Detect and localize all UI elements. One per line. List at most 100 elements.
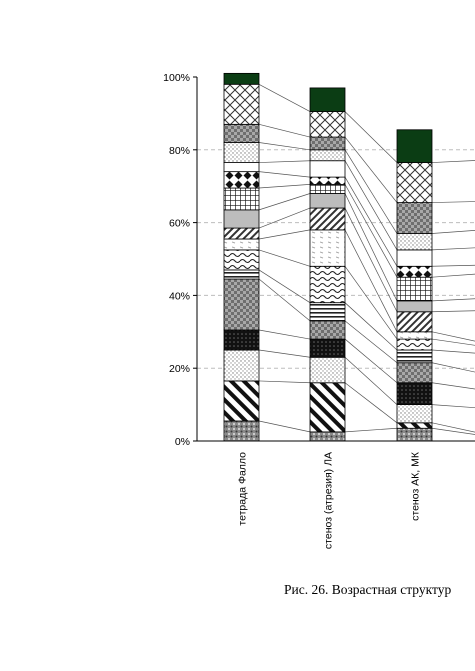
bar-segment	[396, 404, 433, 424]
series-connector	[258, 269, 311, 303]
bar-segment	[309, 431, 346, 442]
series-connector	[344, 193, 398, 302]
series-connector	[258, 349, 311, 358]
bar-segment	[223, 349, 260, 382]
bar-segment	[223, 72, 260, 85]
series-connector	[344, 207, 398, 312]
series-connector	[431, 362, 475, 373]
y-tick-label: 100%	[163, 72, 190, 84]
bar-segment	[223, 329, 260, 351]
series-connector	[344, 176, 398, 267]
series-connector	[258, 207, 311, 229]
bar-segment	[309, 356, 346, 384]
y-tick-label: 0%	[175, 436, 190, 448]
series-connector	[431, 201, 475, 203]
bar-segment	[309, 302, 346, 322]
y-tick-labels: 0% 20% 40% 60% 80% 100%	[163, 72, 190, 448]
bar-segment	[309, 136, 346, 151]
series-connector	[431, 247, 475, 251]
bar-segment	[223, 123, 260, 143]
series-connector	[344, 136, 398, 203]
bar-segment	[396, 276, 433, 302]
series-connector	[344, 229, 398, 332]
series-connector	[344, 149, 398, 234]
bar-segment	[396, 300, 433, 313]
series-connectors	[258, 83, 475, 435]
bar-segment	[396, 129, 433, 163]
bar-segment	[396, 338, 433, 351]
bar-segment	[396, 311, 433, 333]
bar-segment	[309, 338, 346, 358]
series-connector	[258, 380, 311, 384]
series-connector	[344, 338, 398, 384]
series-connector	[431, 349, 475, 354]
y-axis	[193, 76, 475, 442]
series-connector	[258, 83, 311, 112]
series-connector	[258, 160, 311, 163]
series-connector	[431, 264, 475, 267]
series-connector	[344, 266, 398, 340]
series-connector	[344, 184, 398, 278]
bar-segment	[396, 162, 433, 203]
y-tick-label: 40%	[169, 290, 190, 302]
bar-segment	[309, 111, 346, 138]
bar-segment	[309, 320, 346, 340]
series-connector	[431, 160, 475, 163]
series-connector	[431, 273, 475, 278]
bar-segment	[223, 142, 260, 163]
x-category-label: тетрада Фалло	[237, 452, 249, 526]
bar-segment	[223, 227, 260, 240]
series-connector	[344, 357, 398, 405]
bar-segment	[309, 149, 346, 162]
bars	[223, 72, 433, 442]
series-connector	[431, 422, 475, 433]
bar-segment	[223, 238, 260, 251]
series-connector	[431, 298, 475, 302]
series-connector	[258, 249, 311, 267]
bar-segment	[309, 382, 346, 433]
bar-segment	[223, 171, 260, 189]
bar-segment	[223, 162, 260, 173]
series-connector	[344, 302, 398, 351]
bar-segment	[396, 202, 433, 234]
series-connector	[258, 420, 311, 433]
y-tick-label: 20%	[169, 363, 190, 375]
x-category-label: стеноз (атрезия) ЛА	[323, 452, 335, 549]
series-connector	[258, 278, 311, 322]
bar-segment	[396, 249, 433, 267]
bar-segment	[309, 87, 346, 112]
bar-segment	[223, 420, 260, 442]
series-connector	[258, 123, 311, 138]
bar-segment	[309, 229, 346, 267]
bar-segment	[396, 427, 433, 442]
series-connector	[258, 142, 311, 151]
bar-segment	[396, 382, 433, 406]
series-connector	[344, 427, 398, 433]
series-connector	[431, 427, 475, 435]
series-connector	[258, 329, 311, 340]
series-connector	[344, 111, 398, 163]
series-connector	[344, 382, 398, 424]
category-labels: тетрада Фалло стеноз (атрезия) ЛА стеноз А…	[237, 451, 422, 549]
bar-segment	[223, 269, 260, 280]
series-connector	[431, 338, 475, 346]
bar-segment	[223, 187, 260, 211]
bar-segment	[396, 233, 433, 251]
series-connector	[344, 320, 398, 364]
bar-segment	[396, 331, 433, 340]
bar-segment	[309, 265, 346, 304]
series-connector	[431, 310, 475, 313]
figure-caption: Рис. 26. Возрастная структур	[284, 582, 452, 597]
bar-segment	[309, 183, 346, 194]
bar-segment	[396, 265, 433, 278]
series-connector	[431, 230, 475, 234]
series-connector	[258, 193, 311, 211]
bar-segment	[223, 249, 260, 271]
series-connector	[431, 382, 475, 390]
series-connector	[431, 404, 475, 409]
series-connector	[258, 171, 311, 178]
bar-segment	[223, 278, 260, 331]
series-connector	[258, 229, 311, 240]
